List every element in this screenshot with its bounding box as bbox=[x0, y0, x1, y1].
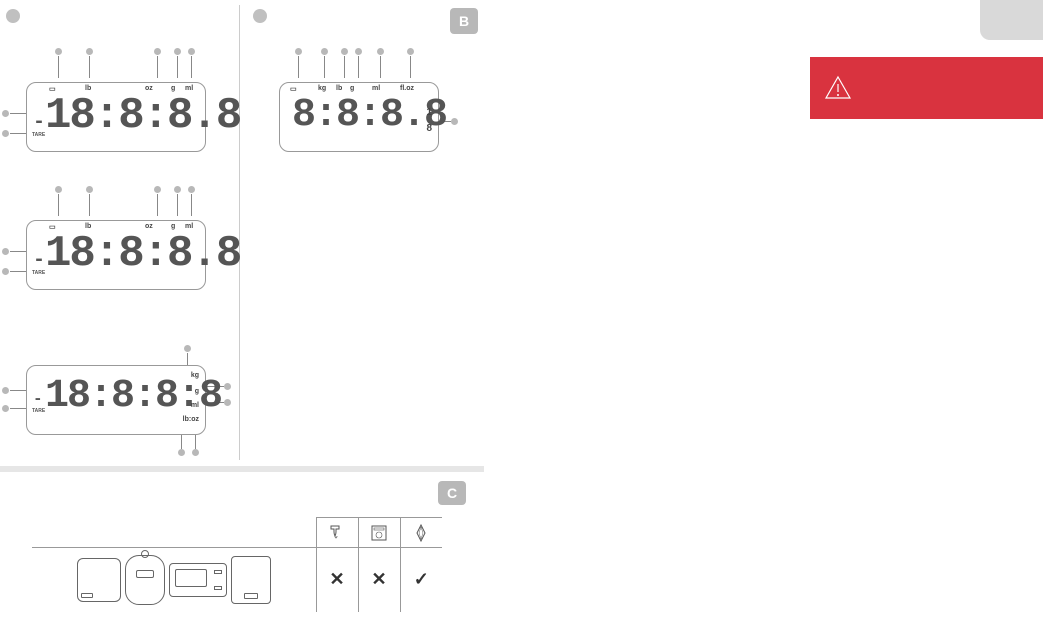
table-row-header bbox=[32, 518, 442, 548]
section-a-dot bbox=[6, 9, 20, 23]
section-b-label: B bbox=[450, 8, 478, 34]
callout-dot bbox=[224, 383, 231, 390]
th-dishwasher-icon bbox=[358, 518, 400, 548]
lcd-group-a3: - TARE 18:8:8:8 kg g ml lb:oz bbox=[26, 365, 206, 435]
scale1-icon bbox=[77, 558, 121, 602]
section-c-label: C bbox=[438, 481, 466, 505]
scale2-icon bbox=[125, 555, 165, 605]
page: ▭ lb oz g ml - TARE 18:8:8.8 bbox=[0, 0, 1044, 619]
side-lboz: lb:oz bbox=[183, 416, 199, 423]
side-g: g bbox=[195, 388, 199, 395]
lcd-group-a1: ▭ lb oz g ml - TARE 18:8:8.8 bbox=[26, 82, 206, 152]
side-ml: ml bbox=[191, 402, 199, 409]
unit-ml: ml bbox=[372, 85, 380, 92]
callout-dot bbox=[2, 268, 9, 275]
warning-banner bbox=[810, 57, 1043, 119]
tare-label: TARE bbox=[32, 270, 45, 276]
section-divider bbox=[0, 466, 484, 472]
lcd-group-a2: ▭ lb oz g ml - TARE 18:8:8.8 bbox=[26, 220, 206, 290]
callout-dot bbox=[184, 345, 191, 352]
column-a: ▭ lb oz g ml - TARE 18:8:8.8 bbox=[0, 5, 240, 460]
neg-sign: - bbox=[33, 390, 43, 408]
lcd-b1: ▭ kg lb g ml fl.oz 8:8:8.8 1 8 bbox=[279, 82, 439, 152]
lcd-a2: ▭ lb oz g ml - TARE 18:8:8.8 bbox=[26, 220, 206, 290]
side-1: 1 bbox=[426, 107, 432, 118]
th-tap-icon bbox=[316, 518, 358, 548]
callout-dot bbox=[2, 248, 9, 255]
care-table: ✕ ✕ ✓ bbox=[32, 517, 442, 612]
th-wipe-icon bbox=[400, 518, 442, 548]
warning-icon bbox=[824, 74, 852, 102]
cell-wipe: ✓ bbox=[400, 548, 442, 612]
callout-dot bbox=[224, 399, 231, 406]
callout-dot bbox=[2, 405, 9, 412]
digits: 18:8:8:8 bbox=[45, 374, 221, 419]
side-8: 8 bbox=[426, 123, 432, 134]
callout-dot bbox=[2, 110, 9, 117]
side-kg: kg bbox=[191, 372, 199, 379]
digits: 18:8:8.8 bbox=[45, 91, 240, 141]
callout-dot bbox=[192, 449, 199, 456]
unit-g: g bbox=[350, 85, 354, 92]
scale3-icon bbox=[169, 563, 227, 597]
unit-kg: kg bbox=[318, 85, 326, 92]
scale4-icon bbox=[231, 556, 271, 604]
neg-sign: - bbox=[33, 111, 45, 134]
product-icons bbox=[32, 548, 316, 612]
neg-sign: - bbox=[33, 249, 45, 272]
callout-dots-top bbox=[279, 48, 439, 58]
cell-tap: ✕ bbox=[316, 548, 358, 612]
section-b-dot bbox=[253, 9, 267, 23]
section-b-letter: B bbox=[459, 13, 469, 29]
callout-dots-top bbox=[26, 186, 206, 196]
callout-dot bbox=[178, 449, 185, 456]
unit-floz: fl.oz bbox=[400, 85, 414, 92]
unit-kg-icon: ▭ bbox=[290, 85, 297, 93]
tare-label: TARE bbox=[32, 132, 45, 138]
lcd-a3: - TARE 18:8:8:8 kg g ml lb:oz bbox=[26, 365, 206, 435]
callout-dot bbox=[2, 130, 9, 137]
callout-dots-top bbox=[26, 48, 206, 58]
digits: 18:8:8.8 bbox=[45, 229, 240, 279]
cell-dishwasher: ✕ bbox=[358, 548, 400, 612]
callout-dot bbox=[451, 118, 458, 125]
unit-lb: lb bbox=[336, 85, 342, 92]
table-row: ✕ ✕ ✓ bbox=[32, 548, 442, 612]
callout-dot bbox=[2, 387, 9, 394]
tare-label: TARE bbox=[32, 408, 45, 414]
section-c-letter: C bbox=[447, 485, 457, 501]
lcd-group-b1: ▭ kg lb g ml fl.oz 8:8:8.8 1 8 bbox=[279, 82, 439, 152]
page-tab bbox=[980, 0, 1043, 40]
lcd-a1: ▭ lb oz g ml - TARE 18:8:8.8 bbox=[26, 82, 206, 152]
digits: 8:8:8.8 bbox=[292, 93, 446, 138]
column-b: B ▭ kg bbox=[241, 5, 486, 460]
